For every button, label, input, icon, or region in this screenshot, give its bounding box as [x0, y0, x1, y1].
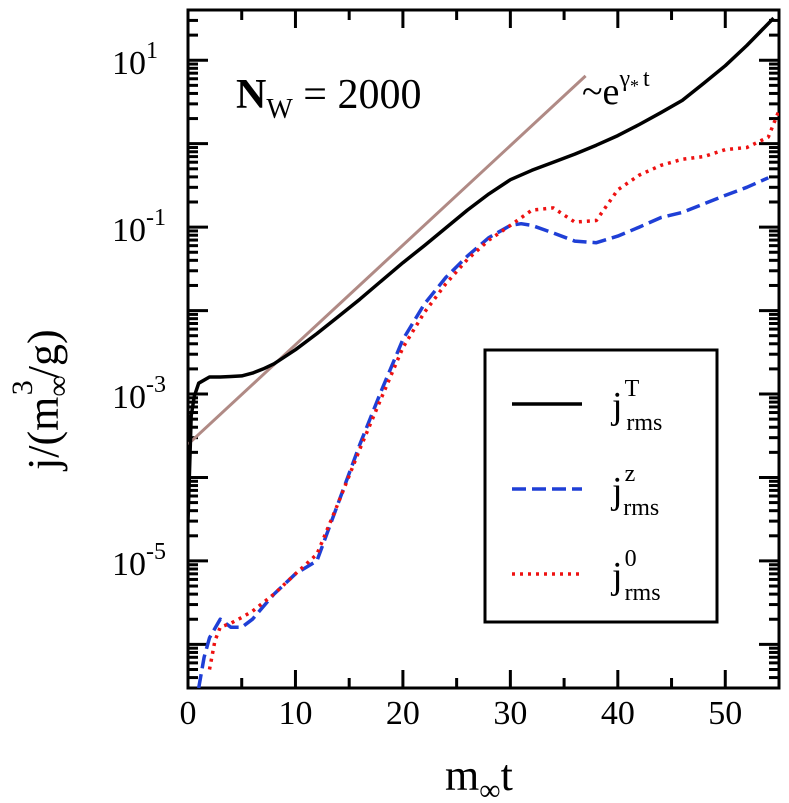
series-layer	[188, 16, 779, 688]
nw-annotation: NW = 2000	[236, 72, 421, 125]
x-tick-label: 0	[180, 695, 197, 732]
tick-labels: 0 10 20 30 40 50 10-5 10-3 10-1 101	[112, 38, 742, 732]
x-tick-label: 50	[708, 695, 742, 732]
x-tick-label: 30	[493, 695, 527, 732]
plot-frame	[186, 8, 781, 690]
legend: jT rms jz rms j0 rms	[483, 348, 719, 624]
x-tick-label: 20	[386, 695, 420, 732]
y-axis-label: j/(m∞3/g)	[6, 329, 75, 472]
series-line-z	[196, 176, 770, 688]
series-line-t	[188, 16, 775, 522]
axis-ticks	[186, 8, 781, 690]
legend-box	[483, 348, 719, 624]
x-tick-label: 40	[601, 695, 635, 732]
growth-rate-annotation: ~eγ* t	[582, 66, 650, 113]
legend-label: jT rms	[610, 376, 662, 436]
x-axis-label: m∞t	[445, 751, 513, 803]
y-tick-label: 10-3	[112, 372, 166, 416]
legend-label: j0 rms	[610, 546, 661, 606]
y-tick-label: 10-1	[112, 205, 166, 249]
y-tick-label: 10-5	[112, 539, 166, 583]
x-tick-label: 10	[278, 695, 312, 732]
legend-label: jz rms	[610, 461, 659, 521]
y-tick-label: 101	[112, 38, 158, 82]
series-line-fit	[188, 74, 587, 446]
